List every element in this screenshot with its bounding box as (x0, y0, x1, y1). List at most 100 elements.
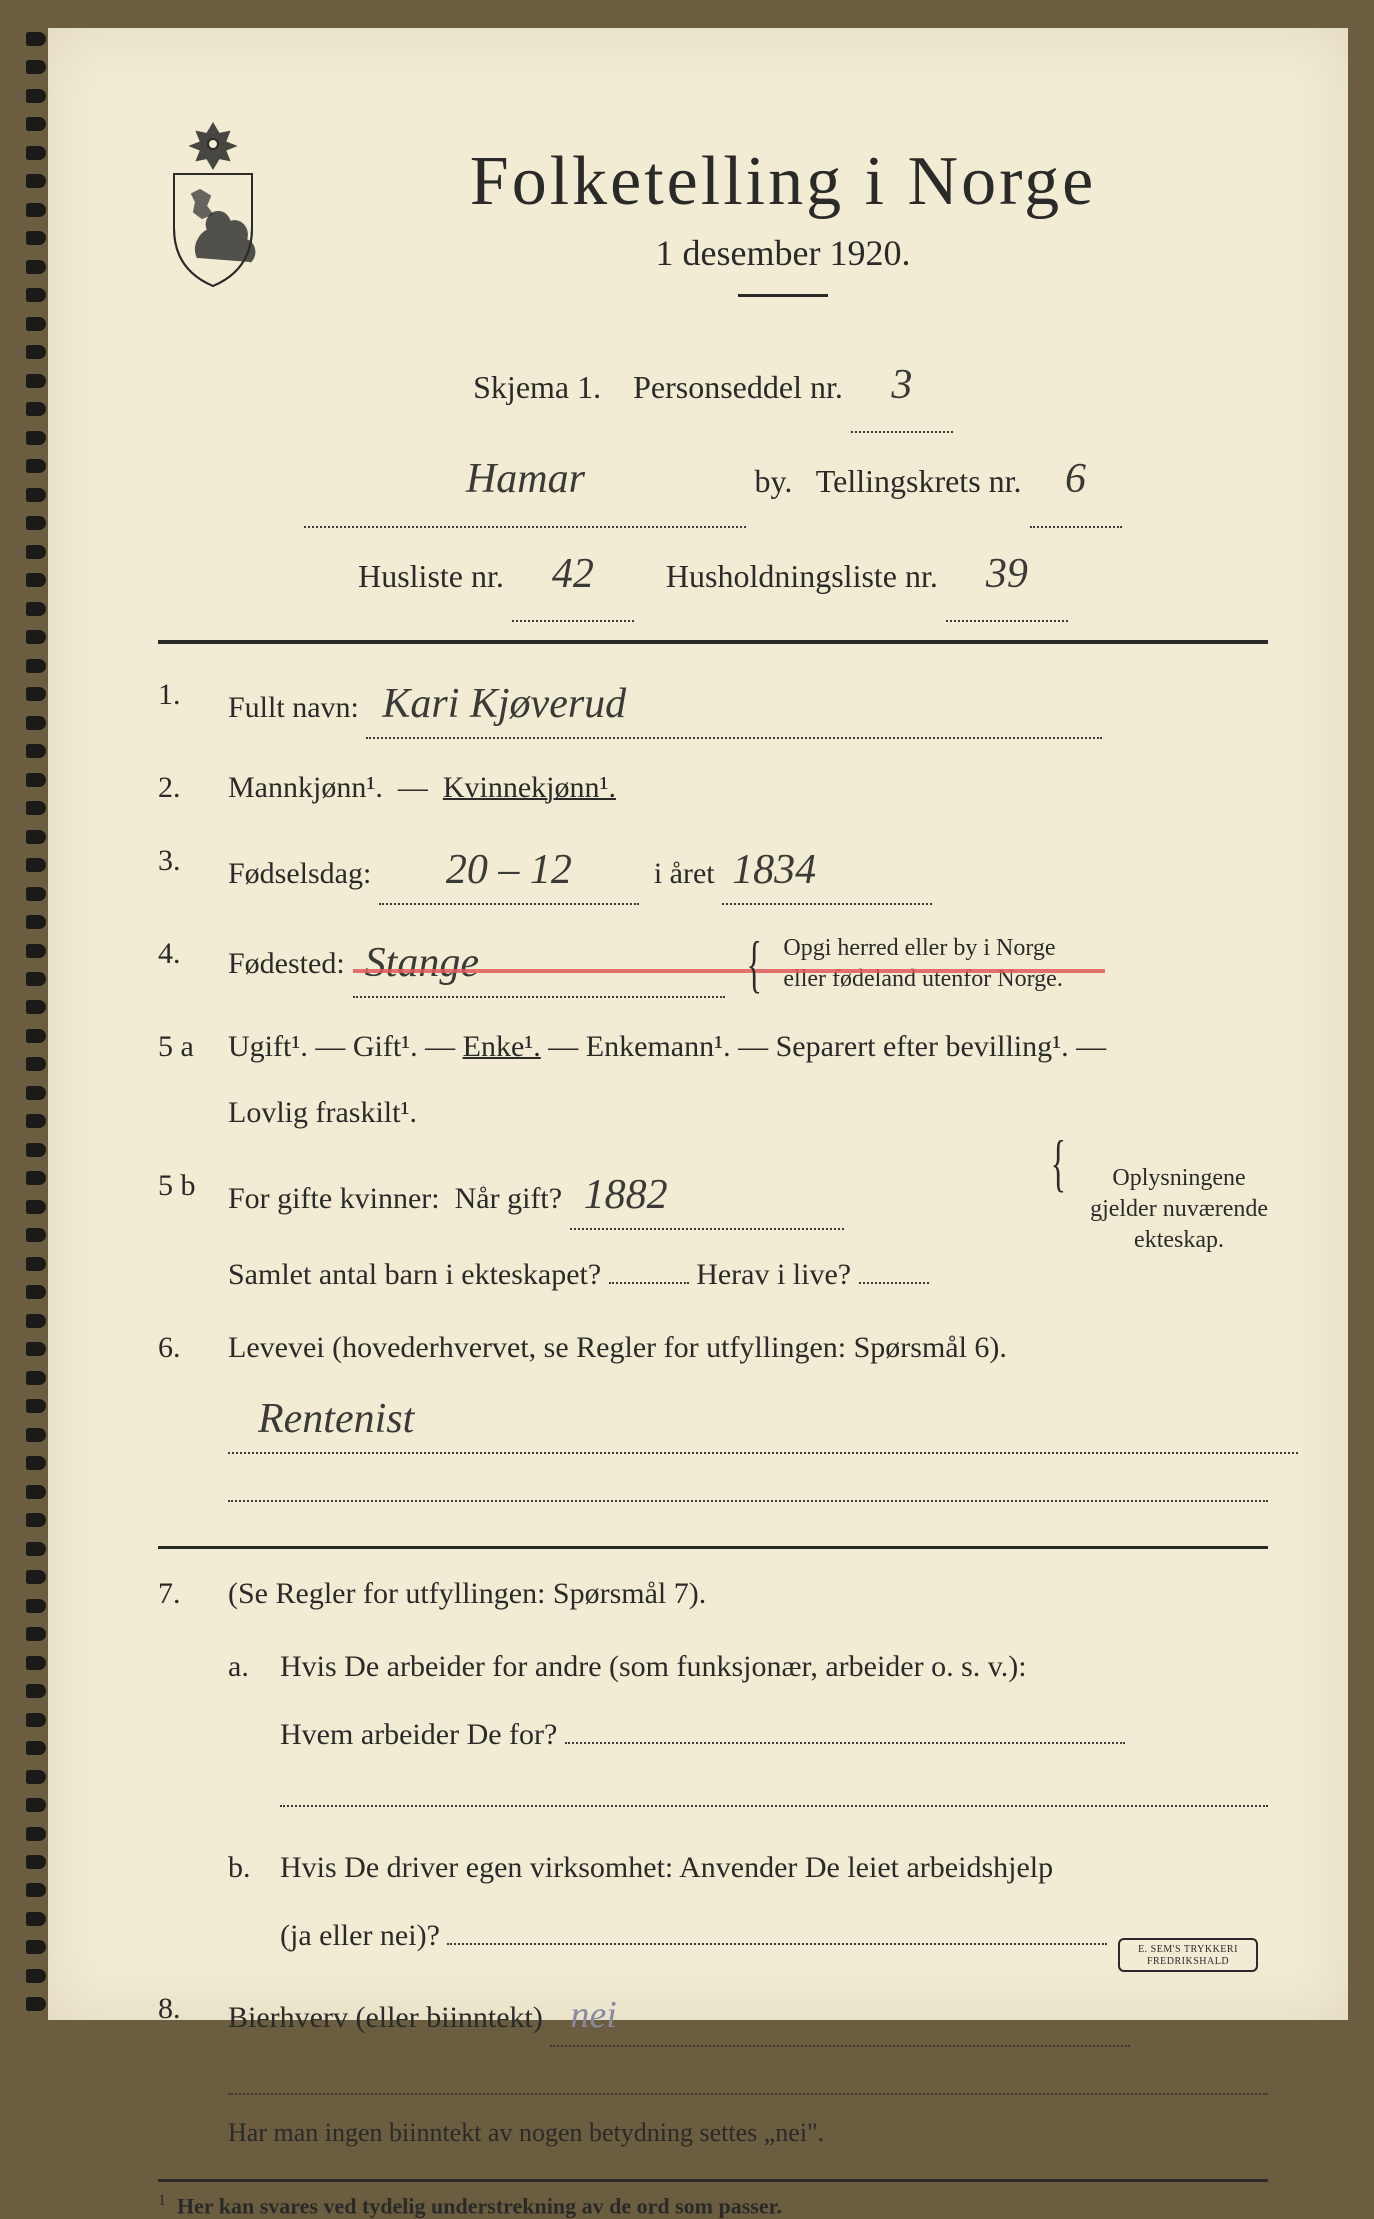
q6-body: Levevei (hovederhvervet, se Regler for u… (228, 1325, 1268, 1521)
perf-dot (26, 1228, 46, 1242)
q2-kvinne: Kvinnekjønn¹. (443, 771, 616, 804)
perf-dot (26, 915, 46, 929)
q5b-herav-value (859, 1282, 929, 1284)
q5b-herav-label: Herav i live? (696, 1258, 851, 1291)
perf-dot (26, 1570, 46, 1584)
perf-dot (26, 716, 46, 730)
personseddel-nr: 3 (851, 339, 953, 433)
perf-dot (26, 887, 46, 901)
perf-dot (26, 1770, 46, 1784)
perf-dot (26, 89, 46, 103)
q2-num: 2. (158, 765, 210, 812)
perf-dot (26, 1827, 46, 1841)
q5b-naar-label: Når gift? (455, 1182, 562, 1215)
perf-dot (26, 1257, 46, 1271)
perf-dot (26, 345, 46, 359)
husholdning-label: Husholdningsliste nr. (666, 558, 938, 594)
meta-block: Skjema 1. Personseddel nr. 3 Hamar by. T… (158, 339, 1268, 622)
q1-body: Fullt navn: Kari Kjøverud (228, 672, 1268, 739)
q5b-body: For gifte kvinner: Når gift? 1882 Samlet… (228, 1163, 1268, 1299)
q7-body: (Se Regler for utfyllingen: Spørsmål 7).… (228, 1571, 1268, 1960)
by-label: by. (754, 463, 792, 499)
perf-dot (26, 1342, 46, 1356)
perf-dot (26, 288, 46, 302)
krets-label: Tellingskrets nr. (816, 463, 1022, 499)
q7a-l2-wrap: Hvem arbeider De for? (280, 1712, 1268, 1759)
q5a-d5: — (1076, 1030, 1106, 1063)
q4-note-l1: Opgi herred eller by i Norge (783, 935, 1055, 961)
q5a-d2: — (425, 1030, 455, 1063)
perf-dot (26, 1200, 46, 1214)
perf-dot (26, 1627, 46, 1641)
q4-value: Stange (353, 931, 725, 998)
footnote-text: Her kan svares ved tydelig understreknin… (177, 2193, 782, 2218)
perf-dot (26, 573, 46, 587)
perf-dot (26, 60, 46, 74)
perf-dot (26, 1086, 46, 1100)
q5b-label: For gifte kvinner: (228, 1182, 440, 1215)
q8-body: Bierhverv (eller biinntekt) nei Har man … (228, 1986, 1268, 2153)
q5b-left: For gifte kvinner: Når gift? 1882 Samlet… (228, 1163, 1027, 1299)
q2-mann: Mannkjønn¹. (228, 771, 383, 804)
q7b: b. Hvis De driver egen virksomhet: Anven… (228, 1845, 1268, 1960)
q8-blank-line (228, 2053, 1268, 2095)
perf-dot (26, 1883, 46, 1897)
q4-row: 4. Fødested: Stange { Opgi herred eller … (158, 931, 1268, 998)
scan-page: Folketelling i Norge 1 desember 1920. Sk… (0, 0, 1374, 2048)
perf-dot (26, 972, 46, 986)
printer-stamp: E. SEM'S TRYKKERI FREDRIKSHALD (1118, 1938, 1258, 1972)
by-value: Hamar (304, 433, 746, 527)
q2-row: 2. Mannkjønn¹. — Kvinnekjønn¹. (158, 765, 1268, 812)
rule-mid (158, 1546, 1268, 1549)
perf-dot (26, 459, 46, 473)
q5a-enke: Enke¹. (463, 1030, 541, 1063)
q1-label: Fullt navn: (228, 691, 359, 724)
q5a-body: Ugift¹. — Gift¹. — Enke¹. — Enkemann¹. —… (228, 1024, 1268, 1137)
q8-value: nei (550, 1986, 1130, 2047)
perf-dot (26, 32, 46, 46)
perf-dot (26, 944, 46, 958)
stamp-l1: E. SEM'S TRYKKERI (1120, 1944, 1256, 1956)
perf-dot (26, 1314, 46, 1328)
perf-dot (26, 545, 46, 559)
perf-dot (26, 1542, 46, 1556)
perf-dot (26, 146, 46, 160)
q5b-note: Oplysningene gjelder nuværende ekteskap. (1090, 1163, 1268, 1257)
q5b-naar-value: 1882 (570, 1163, 844, 1230)
q1-num: 1. (158, 672, 210, 739)
perf-dot (26, 1599, 46, 1613)
q3-num: 3. (158, 838, 210, 905)
perf-dot (26, 260, 46, 274)
q5b-note-l3: ekteskap. (1134, 1227, 1224, 1253)
q7b-l2: (ja eller nei)? (280, 1919, 440, 1952)
husholdning-nr: 39 (946, 528, 1068, 622)
q3-label: Fødselsdag: (228, 857, 371, 890)
q7a-num: a. (228, 1644, 262, 1825)
main-title: Folketelling i Norge (298, 142, 1268, 222)
q7b-l1: Hvis De driver egen virksomhet: Anvender… (280, 1845, 1268, 1892)
q7a-l1: Hvis De arbeider for andre (som funksjon… (280, 1644, 1268, 1691)
q5a-ugift: Ugift¹. (228, 1030, 308, 1063)
perf-dot (26, 203, 46, 217)
q6-blank-line (228, 1460, 1268, 1502)
perf-dot (26, 773, 46, 787)
q7a: a. Hvis De arbeider for andre (som funks… (228, 1644, 1268, 1825)
perf-dot (26, 602, 46, 616)
q5b-note-l1: Oplysningene (1112, 1165, 1245, 1191)
header: Folketelling i Norge 1 desember 1920. (158, 118, 1268, 321)
q7-num: 7. (158, 1571, 210, 1960)
subtitle: 1 desember 1920. (298, 232, 1268, 274)
perf-dot (26, 1912, 46, 1926)
q4-num: 4. (158, 931, 210, 998)
q5a-d3: — (548, 1030, 578, 1063)
perf-dot (26, 630, 46, 644)
perf-dot (26, 402, 46, 416)
q5a-enkemann: Enkemann¹. (586, 1030, 731, 1063)
q8-num: 8. (158, 1986, 210, 2153)
perf-dot (26, 1428, 46, 1442)
q5a-line2: Lovlig fraskilt¹. (228, 1090, 1268, 1137)
perf-dot (26, 374, 46, 388)
q7a-l2: Hvem arbeider De for? (280, 1718, 557, 1751)
rule-bottom (158, 2179, 1268, 2182)
q7-row: 7. (Se Regler for utfyllingen: Spørsmål … (158, 1571, 1268, 1960)
